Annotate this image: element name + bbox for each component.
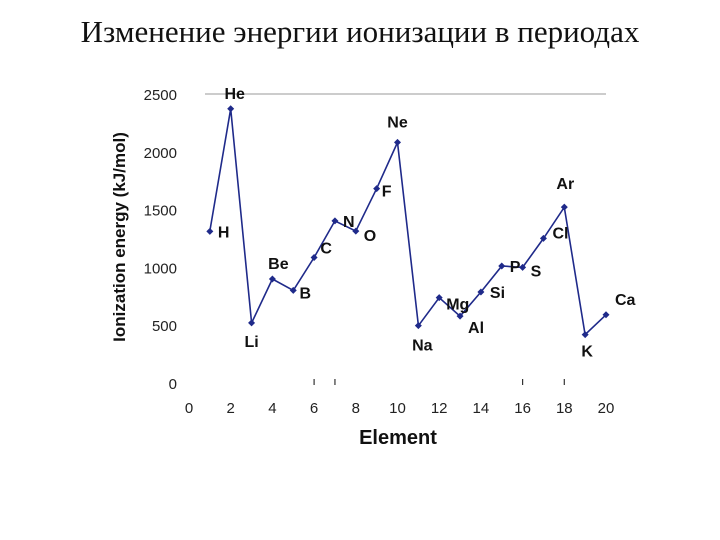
data-point-f [373, 185, 381, 193]
point-label-ca: Ca [615, 292, 636, 309]
x-tick-label: 20 [598, 400, 615, 417]
x-tick-label: 18 [556, 400, 573, 417]
point-label-ne: Ne [387, 114, 408, 131]
y-tick-label: 2000 [144, 145, 177, 162]
y-tick-label: 2500 [144, 87, 177, 104]
data-point-n [331, 217, 339, 225]
data-point-ar [560, 203, 568, 211]
y-axis-title: Ionization energy (kJ/mol) [110, 132, 129, 342]
point-label-c: C [320, 240, 332, 257]
point-label-f: F [382, 184, 392, 201]
x-tick-label: 16 [514, 400, 531, 417]
data-point-mg [435, 294, 443, 302]
point-label-he: He [224, 86, 245, 103]
axis-ticks: 0 500 1000 1500 2000 2500 0 2 4 6 8 10 12 14 16 18 20 [144, 87, 615, 417]
point-label-li: Li [244, 334, 258, 351]
point-label-mg: Mg [446, 297, 469, 314]
point-label-ar: Ar [556, 176, 574, 193]
data-point-ca [602, 311, 610, 319]
data-point-s [519, 263, 527, 271]
chart-series [206, 105, 610, 339]
data-point-li [248, 319, 256, 327]
y-tick-label: 500 [152, 318, 177, 335]
series-line [209, 108, 607, 337]
point-label-k: K [581, 344, 593, 361]
point-label-o: O [364, 228, 376, 245]
data-point-o [352, 227, 360, 235]
x-tick-label: 10 [389, 400, 406, 417]
data-point-si [477, 288, 485, 296]
data-point-h [206, 227, 214, 235]
point-label-s: S [531, 263, 542, 280]
point-labels: H He Li Be B CNO F Ne Na Mg Al Si P S Cl Ar K Ca [218, 86, 636, 361]
data-point-ne [394, 138, 401, 146]
x-tick-label: 14 [473, 400, 490, 417]
point-label-cl: Cl [552, 225, 568, 242]
point-label-h: H [218, 224, 230, 241]
data-point-na [414, 322, 422, 330]
data-point-b [289, 286, 297, 294]
y-tick-label: 1500 [144, 203, 177, 220]
data-point-p [498, 262, 506, 270]
x-tick-label: 0 [185, 400, 193, 417]
x-tick-label: 2 [227, 400, 235, 417]
data-point-he [227, 105, 235, 113]
data-point-c [310, 253, 318, 261]
y-tick-label: 1000 [144, 260, 177, 277]
x-tick-label: 6 [310, 400, 318, 417]
x-tick-label: 12 [431, 400, 448, 417]
point-label-be: Be [268, 256, 289, 273]
x-axis-title: Element [359, 427, 437, 449]
data-point-al [456, 312, 464, 320]
page-title: Изменение энергии ионизации в периодах [80, 14, 640, 49]
point-label-n: N [343, 214, 355, 231]
x-tick-label: 4 [268, 400, 276, 417]
data-point-cl [539, 234, 547, 242]
point-label-al: Al [468, 320, 484, 337]
point-label-p: P [510, 259, 521, 276]
data-point-k [581, 331, 589, 339]
data-point-be [268, 275, 276, 283]
point-label-na: Na [412, 338, 433, 355]
point-label-b: B [299, 285, 311, 302]
x-tick-label: 8 [352, 400, 360, 417]
point-label-si: Si [490, 285, 505, 302]
y-tick-label: 0 [169, 376, 177, 393]
